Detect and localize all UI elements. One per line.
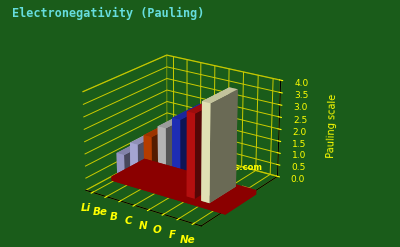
- Text: Electronegativity (Pauling): Electronegativity (Pauling): [12, 7, 204, 20]
